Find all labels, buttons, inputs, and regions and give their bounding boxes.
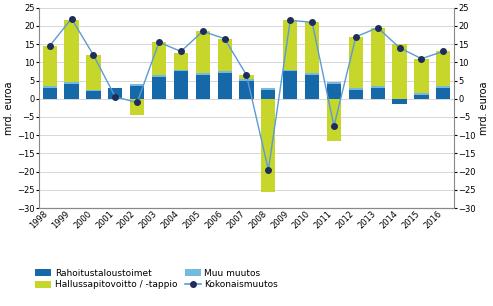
- Bar: [42, 88, 57, 99]
- Bar: [217, 39, 232, 71]
- Y-axis label: mrd. euroa: mrd. euroa: [4, 81, 14, 135]
- Bar: [349, 37, 363, 88]
- Bar: [65, 84, 79, 99]
- Bar: [42, 46, 57, 86]
- Legend: Rahoitustaloustoimet, Hallussapitovoitto / -tappio, Muu muutos, Kokonaismuutos: Rahoitustaloustoimet, Hallussapitovoitto…: [35, 269, 278, 289]
- Bar: [240, 80, 253, 99]
- Bar: [261, 90, 276, 99]
- Bar: [436, 51, 451, 86]
- Bar: [174, 71, 188, 99]
- Bar: [436, 86, 451, 88]
- Bar: [371, 28, 385, 86]
- Bar: [371, 86, 385, 88]
- Bar: [349, 88, 363, 90]
- Bar: [174, 69, 188, 71]
- Bar: [327, 84, 341, 99]
- Y-axis label: mrd. euroa: mrd. euroa: [479, 81, 489, 135]
- Bar: [152, 75, 166, 77]
- Bar: [240, 75, 253, 79]
- Bar: [283, 21, 297, 69]
- Bar: [414, 59, 428, 93]
- Bar: [86, 91, 101, 99]
- Bar: [261, 99, 276, 192]
- Bar: [42, 86, 57, 88]
- Bar: [327, 99, 341, 141]
- Bar: [240, 79, 253, 80]
- Bar: [436, 88, 451, 99]
- Bar: [130, 99, 144, 115]
- Bar: [65, 82, 79, 84]
- Bar: [108, 88, 122, 99]
- Bar: [86, 90, 101, 91]
- Bar: [371, 88, 385, 99]
- Bar: [349, 90, 363, 99]
- Bar: [305, 75, 319, 99]
- Bar: [196, 75, 210, 99]
- Bar: [305, 73, 319, 75]
- Bar: [392, 44, 407, 99]
- Bar: [305, 22, 319, 73]
- Bar: [152, 42, 166, 75]
- Bar: [217, 71, 232, 73]
- Bar: [392, 99, 407, 104]
- Bar: [174, 53, 188, 69]
- Bar: [261, 88, 276, 90]
- Bar: [152, 77, 166, 99]
- Bar: [283, 71, 297, 99]
- Bar: [414, 93, 428, 95]
- Bar: [283, 69, 297, 71]
- Bar: [414, 95, 428, 99]
- Bar: [327, 82, 341, 84]
- Bar: [130, 86, 144, 99]
- Bar: [217, 73, 232, 99]
- Bar: [196, 73, 210, 75]
- Bar: [65, 21, 79, 82]
- Bar: [86, 55, 101, 90]
- Bar: [196, 31, 210, 73]
- Bar: [130, 84, 144, 86]
